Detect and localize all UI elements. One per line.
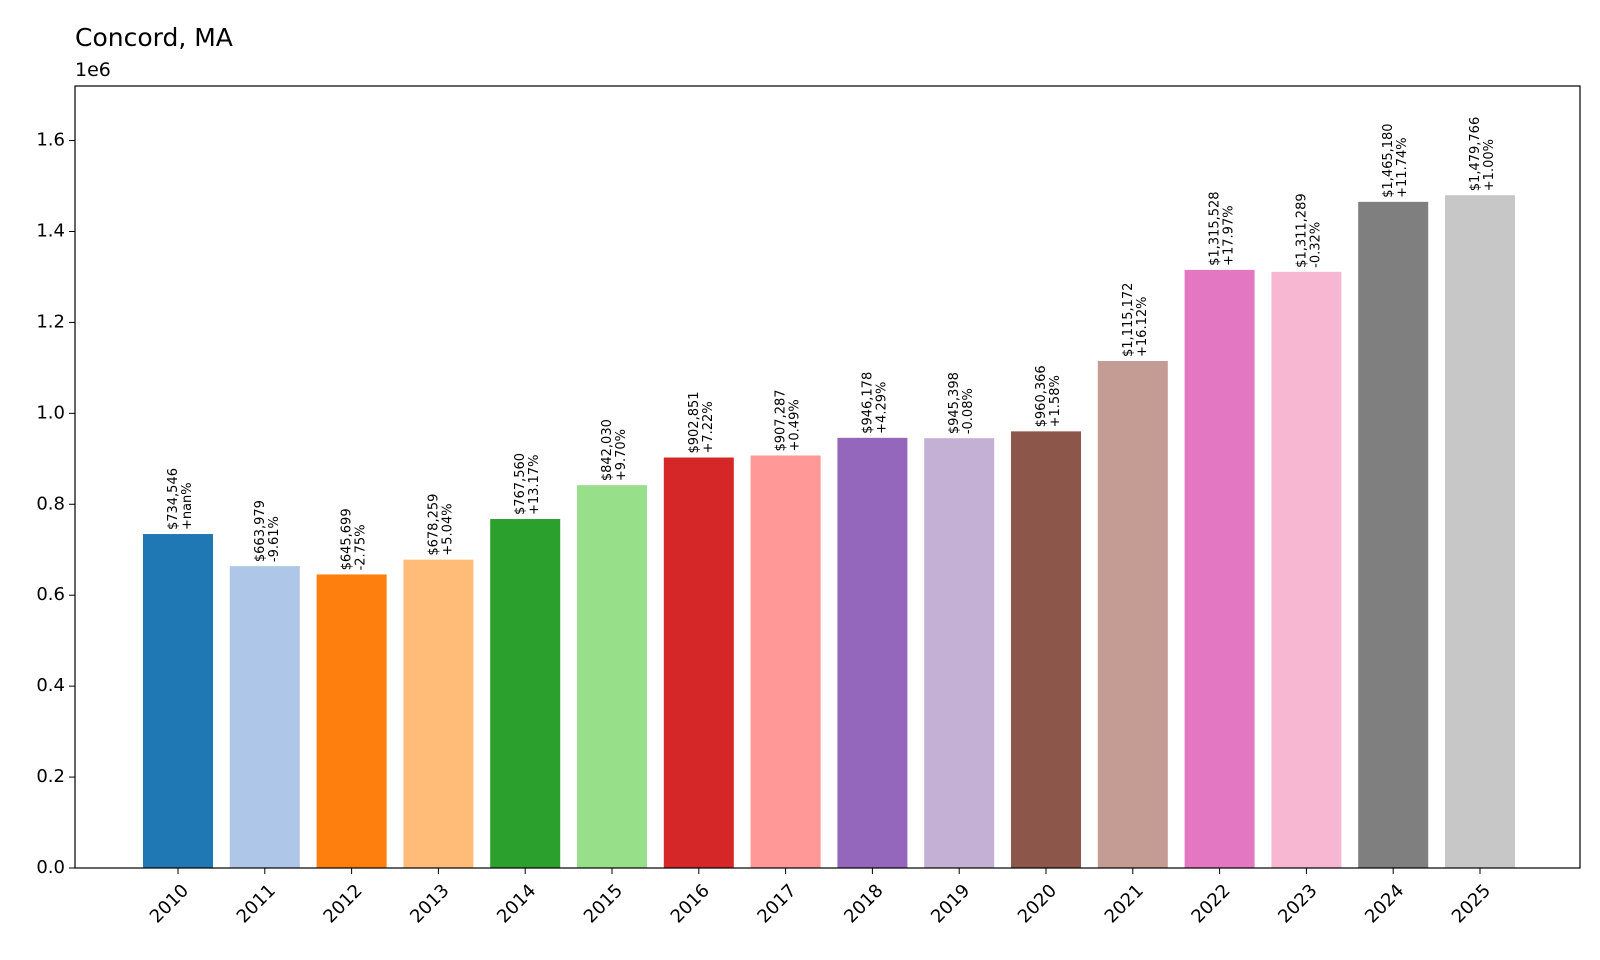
bar-value-label: $1,479,766 [1468, 117, 1483, 191]
bar-value-label: $1,465,180 [1381, 123, 1396, 197]
y-tick-label: 1.0 [36, 402, 65, 423]
bar-value-label: $960,366 [1034, 365, 1049, 427]
bar-label-2019: $945,398-0.08% [947, 372, 976, 434]
bar-2022 [1184, 269, 1255, 868]
bar-2025 [1445, 195, 1515, 869]
bar-label-2020: $960,366+1.58% [1034, 365, 1063, 427]
bar-label-2024: $1,465,180+11.74% [1381, 123, 1410, 197]
bar-label-2023: $1,311,289-0.32% [1294, 193, 1323, 267]
bar-value-label: $1,115,172 [1121, 283, 1136, 357]
x-tick-label-2017: 2017 [753, 880, 800, 927]
bar-change-label: -9.61% [267, 516, 282, 562]
x-tick-label-2015: 2015 [580, 880, 627, 927]
bar-2020 [1011, 431, 1081, 868]
bar-2018 [837, 437, 908, 868]
bar-value-label: $1,311,289 [1294, 193, 1309, 267]
bar-label-2011: $663,979-9.61% [253, 500, 282, 562]
bar-value-label: $663,979 [253, 500, 268, 562]
bar-value-label: $945,398 [947, 372, 962, 434]
bar-2021 [1097, 360, 1168, 868]
bar-2017 [750, 455, 821, 868]
bar-change-label: +11.74% [1395, 137, 1410, 197]
bar-value-label: $678,259 [426, 494, 441, 556]
x-tick-label-2025: 2025 [1448, 880, 1495, 927]
bar-label-2013: $678,259+5.04% [426, 494, 455, 556]
bar-change-label: +nan% [180, 482, 195, 530]
y-tick-label: 0.2 [36, 766, 65, 787]
bar-change-label: +4.29% [874, 382, 889, 434]
bar-change-label: +1.58% [1048, 375, 1063, 427]
bar-label-2021: $1,115,172+16.12% [1121, 283, 1150, 357]
bar-change-label: -0.32% [1308, 222, 1323, 268]
bar-change-label: +9.70% [614, 429, 629, 481]
bar-labels-group: $734,546+nan% $663,979-9.61% $645,699-2.75… [166, 117, 1497, 571]
bar-2023 [1271, 271, 1342, 868]
x-tick-label-2014: 2014 [493, 880, 540, 927]
x-tick-label-2018: 2018 [840, 880, 887, 927]
chart-title: Concord, MA [75, 23, 233, 52]
bar-value-label: $842,030 [600, 419, 615, 481]
y-tick-label: 0.4 [36, 675, 65, 696]
bar-2013 [403, 559, 474, 868]
bar-change-label: +13.17% [527, 455, 542, 515]
bar-2012 [316, 574, 387, 868]
bar-value-label: $734,546 [166, 468, 181, 530]
bar-change-label: -0.08% [961, 388, 976, 434]
bar-2015 [577, 485, 647, 868]
x-tick-label-2024: 2024 [1361, 880, 1408, 927]
bar-2010 [143, 534, 213, 868]
bar-label-2017: $907,287+0.49% [774, 389, 803, 451]
bar-label-2018: $946,178+4.29% [860, 372, 889, 434]
x-tick-label-2020: 2020 [1014, 880, 1061, 927]
bar-value-label: $946,178 [860, 372, 875, 434]
bar-value-label: $902,851 [687, 391, 702, 453]
y-tick-label: 0.6 [36, 584, 65, 605]
bar-label-2022: $1,315,528+17.97% [1208, 191, 1237, 265]
x-tick-label-2022: 2022 [1187, 880, 1234, 927]
x-tick-label-2010: 2010 [146, 880, 193, 927]
bar-label-2016: $902,851+7.22% [687, 391, 716, 453]
bar-change-label: -2.75% [354, 524, 369, 570]
x-tick-label-2019: 2019 [927, 880, 974, 927]
bar-label-2012: $645,699-2.75% [340, 508, 369, 570]
bar-change-label: +5.04% [440, 503, 455, 555]
bar-value-label: $907,287 [774, 389, 789, 451]
bar-2014 [490, 519, 561, 868]
bar-2019 [924, 438, 995, 868]
bar-2024 [1358, 201, 1429, 869]
bar-change-label: +0.49% [788, 399, 803, 451]
bar-change-label: +1.00% [1482, 139, 1497, 191]
y-tick-label: 0.8 [36, 493, 65, 514]
x-tick-label-2016: 2016 [667, 880, 714, 927]
bar-value-label: $767,560 [513, 453, 528, 515]
bar-value-label: $1,315,528 [1208, 191, 1223, 265]
bar-2016 [663, 457, 734, 868]
plot-frame [74, 85, 1581, 869]
bar-change-label: +17.97% [1222, 205, 1237, 265]
y-axis: 0.0 0.2 0.4 0.6 0.8 1.0 1.2 1.4 1.6 [36, 130, 75, 878]
y-tick-label: 1.2 [36, 311, 65, 332]
bar-label-2010: $734,546+nan% [166, 468, 195, 530]
bar-2011 [229, 566, 300, 868]
x-tick-label-2011: 2011 [233, 880, 280, 927]
x-axis: 2010 2011 2012 2013 2014 2015 2016 2017 2018 2019… [146, 868, 1495, 927]
x-tick-label-2021: 2021 [1101, 880, 1148, 927]
y-tick-label: 1.4 [36, 220, 65, 241]
bar-label-2025: $1,479,766+1.00% [1468, 117, 1497, 191]
x-tick-label-2023: 2023 [1274, 880, 1321, 927]
bar-change-label: +16.12% [1135, 297, 1150, 357]
bar-change-label: +7.22% [701, 401, 716, 453]
bar-label-2014: $767,560+13.17% [513, 453, 542, 515]
y-tick-label: 1.6 [36, 130, 65, 151]
y-axis-offset-label: 1e6 [75, 59, 111, 81]
x-tick-label-2012: 2012 [319, 880, 366, 927]
y-tick-label: 0.0 [36, 857, 65, 878]
bar-label-2015: $842,030+9.70% [600, 419, 629, 481]
bars-group [143, 195, 1515, 869]
bar-value-label: $645,699 [340, 508, 355, 570]
x-tick-label-2013: 2013 [406, 880, 453, 927]
